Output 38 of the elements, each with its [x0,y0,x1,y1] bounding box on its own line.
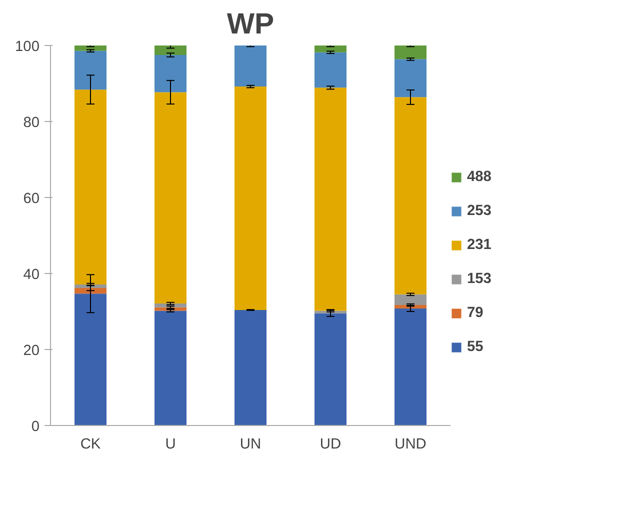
legend-label: 488 [467,169,492,185]
y-tick-label: 40 [23,267,40,283]
bar [74,294,106,426]
y-tick-label: 0 [31,419,40,435]
bar [394,59,426,98]
bar [234,46,266,87]
y-tick-label: 100 [15,39,40,55]
y-tick-label: 80 [23,115,40,131]
bar [314,52,346,88]
x-tick-label: UD [320,436,342,452]
bar [154,55,186,92]
bar [154,46,186,55]
bar [314,313,346,426]
legend-label: 79 [467,305,484,321]
x-tick-label: CK [80,436,101,452]
bar [234,310,266,426]
legend-label: 55 [467,339,484,355]
y-tick-label: 60 [23,191,40,207]
legend-label: 231 [467,237,492,253]
bar [154,92,186,304]
bar [394,294,426,306]
chart-title: WP [226,8,274,40]
bar [74,288,106,294]
bar [394,46,426,60]
bar [394,97,426,294]
y-tick-label: 20 [23,343,40,359]
x-tick-label: U [165,436,176,452]
bar [394,308,426,426]
bar [154,310,186,426]
bar [314,46,346,52]
legend-label: 253 [467,203,492,219]
bar [74,50,106,90]
x-tick-label: UND [394,436,426,452]
x-tick-label: UN [240,436,262,452]
bar [314,88,346,311]
bar [234,86,266,310]
legend-label: 153 [467,271,492,287]
bar [74,90,106,285]
